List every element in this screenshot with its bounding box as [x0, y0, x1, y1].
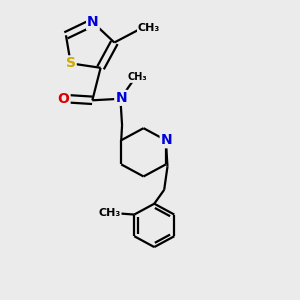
Text: CH₃: CH₃ — [98, 208, 121, 218]
Text: S: S — [66, 56, 76, 70]
Text: CH₃: CH₃ — [138, 23, 160, 33]
Text: N: N — [115, 91, 127, 105]
Text: N: N — [161, 133, 172, 147]
Text: CH₃: CH₃ — [127, 72, 147, 82]
Text: O: O — [58, 92, 70, 106]
Text: N: N — [87, 15, 99, 29]
